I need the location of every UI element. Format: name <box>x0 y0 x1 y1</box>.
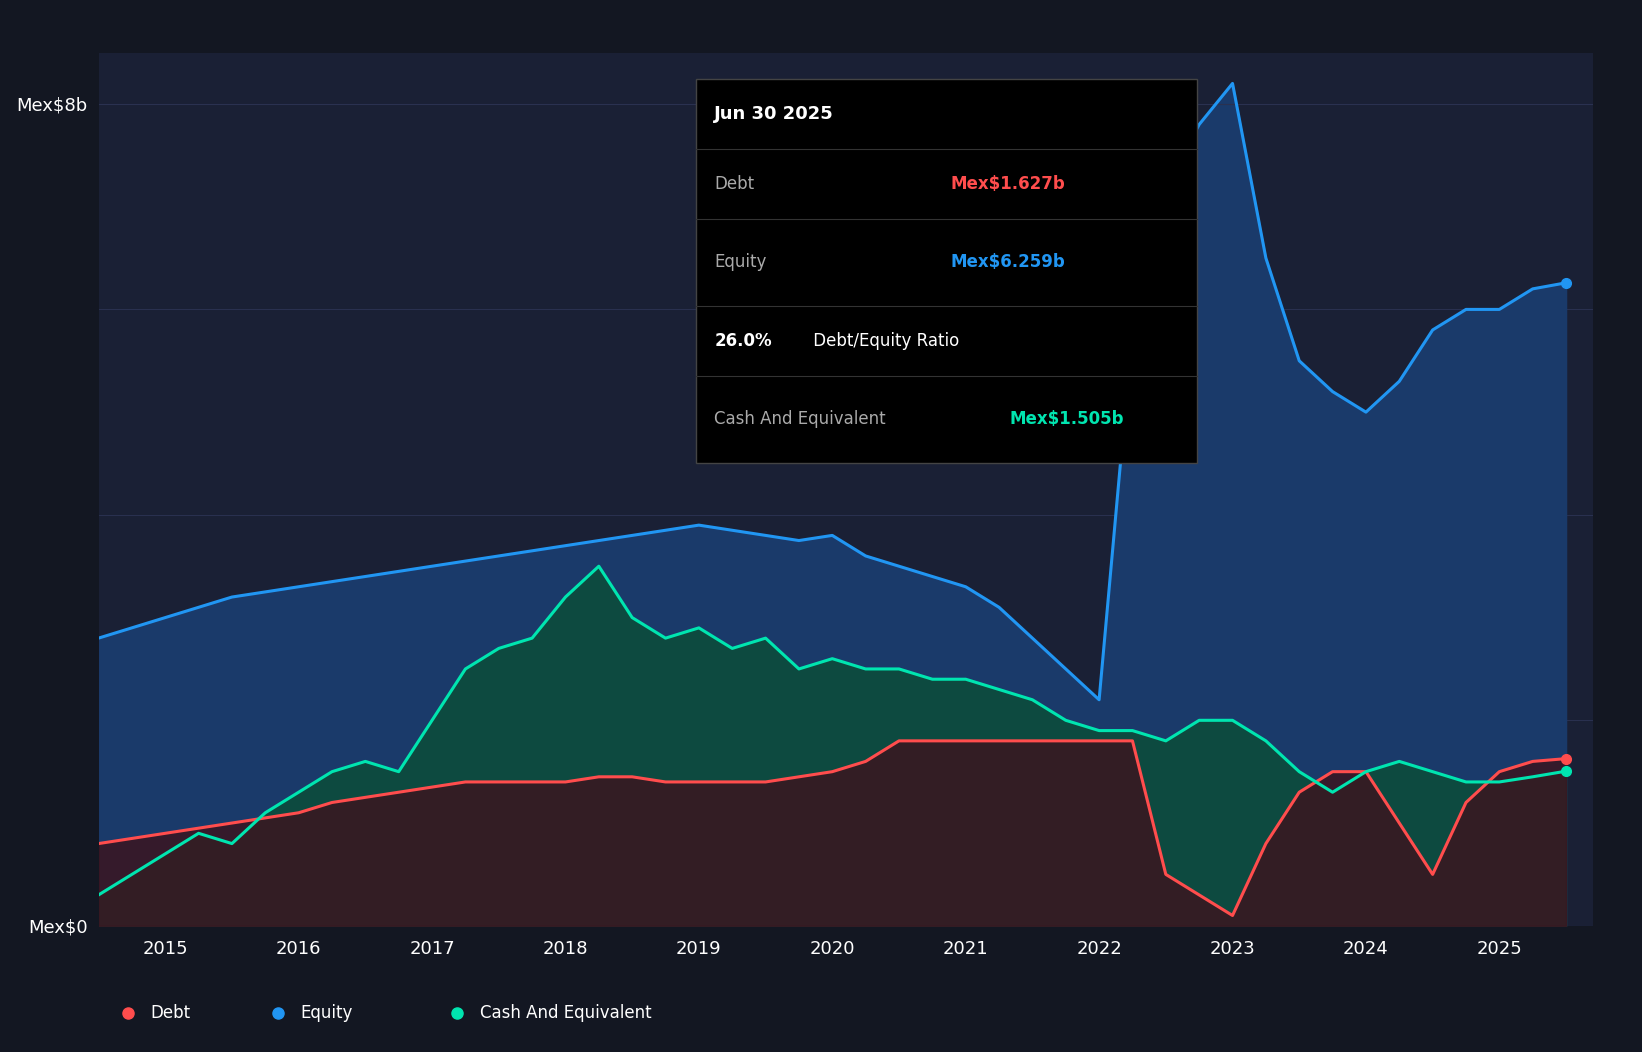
Text: Debt: Debt <box>151 1004 190 1023</box>
Text: 26.0%: 26.0% <box>714 331 772 349</box>
Text: Mex$6.259b: Mex$6.259b <box>951 254 1066 271</box>
Text: Mex$1.505b: Mex$1.505b <box>1010 410 1125 428</box>
Text: Cash And Equivalent: Cash And Equivalent <box>479 1004 652 1023</box>
Text: Mex$1.627b: Mex$1.627b <box>951 175 1066 193</box>
Text: Equity: Equity <box>300 1004 353 1023</box>
Text: Jun 30 2025: Jun 30 2025 <box>714 105 834 123</box>
Text: Debt/Equity Ratio: Debt/Equity Ratio <box>808 331 959 349</box>
Text: Debt: Debt <box>714 175 754 193</box>
Text: Equity: Equity <box>714 254 767 271</box>
FancyBboxPatch shape <box>696 79 1197 463</box>
Text: Cash And Equivalent: Cash And Equivalent <box>714 410 885 428</box>
